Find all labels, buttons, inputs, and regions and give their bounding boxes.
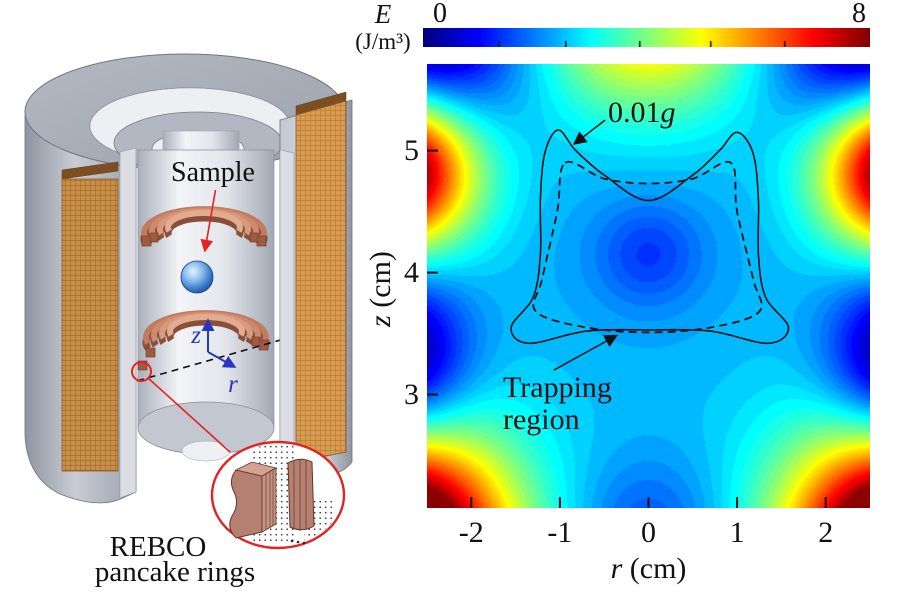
- y-tick-label-3: 3: [404, 377, 419, 411]
- pancake-slab-left-laminations: [261, 467, 277, 533]
- x-tick-label--2: -2: [458, 516, 484, 549]
- contour-001g: [510, 129, 790, 345]
- contour-arrow: [572, 119, 606, 145]
- pancake-slab-right: [287, 458, 315, 531]
- contour-annotation-g: g: [660, 96, 676, 129]
- cut-face-right: [279, 149, 295, 469]
- colorbar-units: (J/m³): [355, 29, 411, 55]
- axis-ticks: [427, 149, 827, 508]
- upper-pancake-stack: [140, 206, 268, 247]
- annotation-arrows: [553, 119, 619, 371]
- colorbar-min-label: 0: [433, 0, 447, 29]
- y-tick-label-4: 4: [404, 255, 419, 289]
- rebco-label-line2: pancake rings: [95, 556, 255, 588]
- pancake-detail-inset: [210, 440, 346, 550]
- trapping-annotation-line1: Trapping: [503, 371, 612, 404]
- colorbar-max-label: 8: [852, 0, 866, 29]
- x-tick-label-0: 0: [641, 516, 656, 549]
- apparatus-diagram: Sample z r REBCO pancake rings: [24, 53, 353, 588]
- energy-heatmap-plot: 0.01g Trapping region -2 -1 0 1 2 3 4 5: [404, 64, 870, 549]
- colorbar-label: E (J/m³): [343, 0, 423, 54]
- rebco-label-line1: REBCO: [110, 531, 207, 563]
- colorbar: [423, 28, 870, 47]
- detail-circle: [131, 361, 152, 382]
- z-axis-label: z: [190, 322, 201, 349]
- contour-annotation-value: 0.01: [608, 96, 661, 129]
- trapping-region-annotation: Trapping region: [503, 372, 612, 436]
- coil-right: [295, 91, 347, 463]
- y-axis-label: z (cm): [364, 251, 397, 327]
- y-tick-label-5: 5: [404, 133, 419, 167]
- x-tick-label-2: 2: [818, 516, 834, 549]
- bore-floor-notch: [181, 440, 231, 462]
- contour-trapping-region: [532, 160, 763, 334]
- detail-leader-line: [147, 377, 231, 453]
- cut-face-left: [119, 147, 137, 499]
- radial-dashed-line: [136, 330, 313, 382]
- coordinate-axes: [201, 318, 237, 368]
- pancake-slab-left: [229, 469, 263, 539]
- trapping-annotation-line2: region: [503, 403, 580, 436]
- contour-lines: [510, 129, 790, 345]
- sample-arrow: [200, 189, 217, 253]
- x-axis-label: r (cm): [610, 552, 687, 585]
- x-tick-label--1: -1: [547, 516, 573, 549]
- x-tick-label-1: 1: [729, 516, 745, 549]
- plot-overlay: [427, 119, 827, 508]
- colorbar-symbol: E: [374, 0, 392, 29]
- trapping-arrow: [553, 334, 619, 371]
- sample-label: Sample: [171, 157, 255, 188]
- sample-sphere: [180, 260, 214, 294]
- r-axis-label: r: [228, 371, 238, 398]
- coil-left: [61, 161, 119, 472]
- heatmap-canvas: [427, 64, 870, 508]
- contour-annotation: 0.01g: [608, 96, 676, 130]
